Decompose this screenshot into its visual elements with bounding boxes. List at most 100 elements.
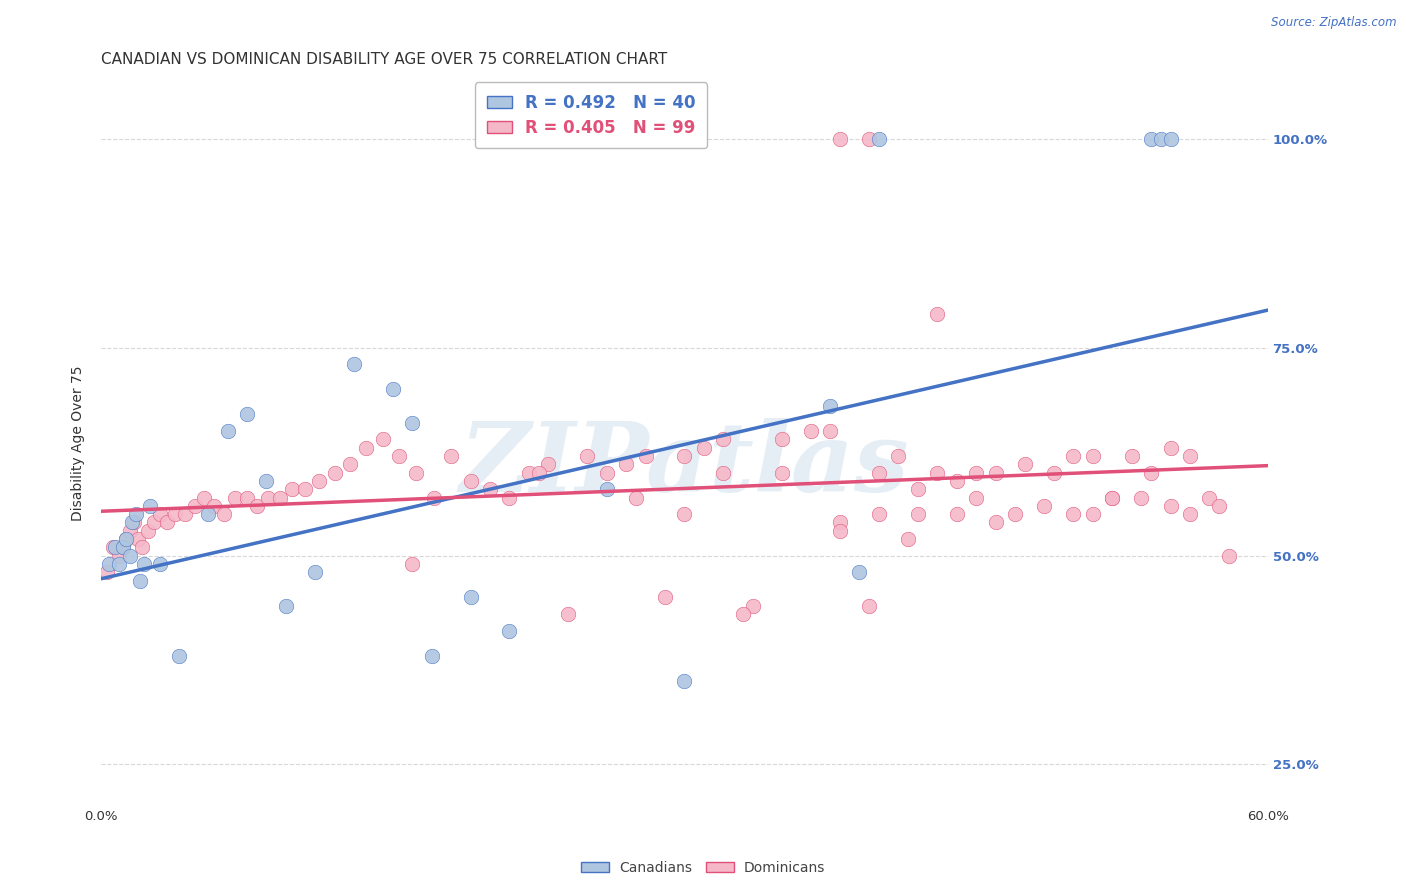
Point [770, 432, 793, 446]
Point [576, 449, 599, 463]
Point [202, 499, 225, 513]
Point [596, 466, 619, 480]
Point [460, 591, 482, 605]
Point [858, 132, 880, 146]
Point [800, 424, 823, 438]
Point [770, 466, 793, 480]
Text: CANADIAN VS DOMINICAN DISABILITY AGE OVER 75 CORRELATION CHART: CANADIAN VS DOMINICAN DISABILITY AGE OVE… [101, 53, 668, 68]
Point [183, 499, 205, 513]
Point [1101, 491, 1123, 505]
Point [1014, 457, 1036, 471]
Point [479, 482, 502, 496]
Point [1160, 132, 1182, 146]
Point [142, 516, 165, 530]
Point [96, 566, 118, 580]
Point [1208, 499, 1230, 513]
Point [304, 566, 326, 580]
Point [132, 557, 155, 571]
Point [673, 673, 696, 688]
Point [887, 449, 910, 463]
Point [984, 466, 1007, 480]
Point [120, 549, 142, 563]
Point [136, 524, 159, 538]
Point [131, 541, 153, 555]
Point [517, 466, 540, 480]
Point [422, 491, 444, 505]
Point [323, 466, 346, 480]
Point [156, 516, 179, 530]
Point [927, 466, 949, 480]
Point [388, 449, 411, 463]
Point [1121, 449, 1143, 463]
Point [129, 574, 152, 588]
Point [907, 482, 929, 496]
Point [212, 507, 235, 521]
Point [557, 607, 579, 621]
Point [828, 132, 851, 146]
Point [945, 474, 967, 488]
Point [1140, 466, 1163, 480]
Point [1140, 132, 1163, 146]
Point [654, 591, 676, 605]
Point [596, 482, 619, 496]
Point [1043, 466, 1066, 480]
Point [401, 557, 423, 571]
Point [731, 607, 754, 621]
Point [820, 399, 842, 413]
Point [711, 840, 734, 855]
Point [711, 466, 734, 480]
Point [339, 457, 361, 471]
Y-axis label: Disability Age Over 75: Disability Age Over 75 [72, 366, 86, 521]
Point [122, 516, 145, 530]
Point [770, 815, 793, 830]
Point [537, 457, 560, 471]
Legend: Canadians, Dominicans: Canadians, Dominicans [576, 855, 830, 880]
Point [405, 466, 427, 480]
Point [820, 424, 842, 438]
Point [98, 557, 121, 571]
Point [965, 466, 987, 480]
Point [111, 541, 134, 555]
Point [673, 449, 696, 463]
Point [236, 407, 259, 421]
Point [858, 599, 880, 613]
Point [420, 648, 443, 663]
Point [1178, 507, 1201, 521]
Point [848, 566, 870, 580]
Point [294, 482, 316, 496]
Point [197, 507, 219, 521]
Point [1178, 449, 1201, 463]
Point [217, 424, 239, 438]
Point [984, 516, 1007, 530]
Point [125, 507, 148, 521]
Point [101, 541, 124, 555]
Point [1062, 449, 1084, 463]
Point [1081, 507, 1104, 521]
Point [115, 532, 138, 546]
Point [673, 507, 696, 521]
Point [1004, 507, 1026, 521]
Point [354, 441, 377, 455]
Point [634, 449, 657, 463]
Point [381, 382, 404, 396]
Legend: R = 0.492   N = 40, R = 0.405   N = 99: R = 0.492 N = 40, R = 0.405 N = 99 [475, 82, 707, 148]
Point [104, 541, 127, 555]
Point [256, 474, 278, 488]
Point [257, 491, 280, 505]
Point [945, 507, 967, 521]
Point [281, 482, 304, 496]
Point [139, 499, 162, 513]
Point [1101, 491, 1123, 505]
Text: Source: ZipAtlas.com: Source: ZipAtlas.com [1271, 16, 1396, 29]
Point [498, 491, 520, 505]
Point [193, 491, 215, 505]
Point [927, 307, 949, 321]
Text: ZIPatlas: ZIPatlas [460, 418, 910, 512]
Point [498, 624, 520, 638]
Point [1198, 491, 1220, 505]
Point [1130, 491, 1153, 505]
Point [868, 507, 890, 521]
Point [693, 441, 716, 455]
Point [269, 491, 291, 505]
Point [121, 516, 143, 530]
